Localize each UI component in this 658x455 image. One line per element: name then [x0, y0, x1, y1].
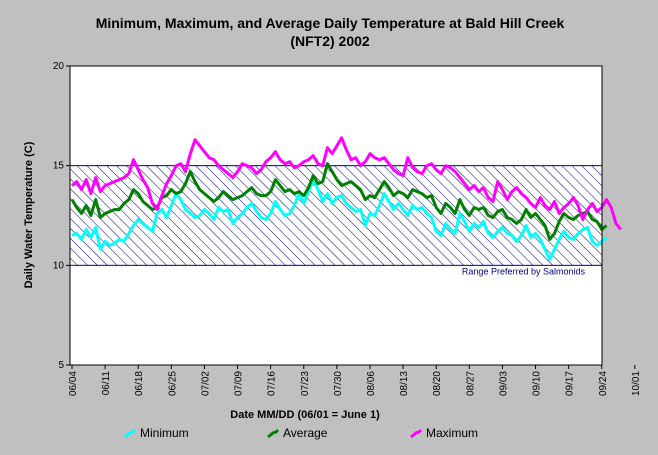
x-tick-label: 07/16	[267, 371, 278, 396]
plot-frame	[69, 65, 603, 366]
legend-label-maximum: Maximum	[426, 426, 478, 440]
y-axis-title: Daily Water Temperature (C)	[23, 141, 35, 288]
chart-subtitle: (NFT2) 2002	[290, 33, 370, 49]
legend-label-minimum: Minimum	[140, 426, 189, 440]
legend-swatch-minimum	[124, 428, 137, 439]
x-axis-title: Date MM/DD (06/01 = June 1)	[230, 409, 380, 421]
y-tick-label: 15	[53, 161, 65, 172]
x-tick-label: 09/03	[498, 371, 509, 396]
legend-item-maximum: Maximum	[410, 426, 478, 440]
y-tick-label: 5	[58, 360, 64, 371]
x-tick-label: 06/04	[68, 371, 79, 396]
x-tick-label: 10/01	[631, 371, 642, 396]
y-tick-label: 20	[53, 61, 65, 72]
x-tick-label: 09/10	[532, 371, 543, 396]
salmonid-range-band	[69, 165, 603, 266]
x-tick-label: 07/23	[300, 371, 311, 396]
legend-swatch-average	[267, 428, 280, 439]
salmonid-range-label: Range Preferred by Salmonids	[462, 266, 586, 276]
legend: Minimum Average Maximum	[124, 426, 478, 440]
x-tick-label: 08/13	[399, 371, 410, 396]
x-tick-label: 06/11	[101, 371, 112, 396]
chart-title: Minimum, Maximum, and Average Daily Temp…	[96, 15, 565, 31]
legend-item-minimum: Minimum	[124, 426, 189, 440]
x-tick-label: 08/27	[465, 371, 476, 396]
x-tick-label: 09/17	[565, 371, 576, 396]
x-tick-label: 09/24	[598, 371, 609, 396]
x-tick-label: 06/25	[167, 371, 178, 396]
x-tick-label: 06/18	[134, 371, 145, 396]
x-tick-label: 08/06	[366, 371, 377, 396]
x-tick-label: 07/02	[200, 371, 211, 396]
legend-swatch-maximum	[410, 428, 423, 439]
series-line-minimum	[71, 178, 608, 261]
x-tick-label: 07/09	[234, 371, 245, 396]
x-tick-label: 07/30	[333, 371, 344, 396]
y-tick-label: 10	[53, 260, 65, 271]
legend-label-average: Average	[283, 426, 328, 440]
legend-item-average: Average	[267, 426, 328, 440]
series-line-maximum	[71, 136, 622, 231]
x-tick-label: 08/20	[432, 371, 443, 396]
